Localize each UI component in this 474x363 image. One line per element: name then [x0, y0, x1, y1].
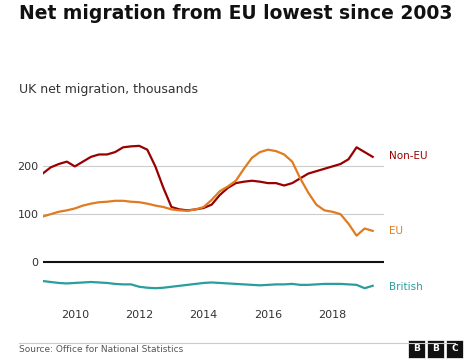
Text: UK net migration, thousands: UK net migration, thousands: [19, 83, 198, 97]
Bar: [427, 340, 444, 358]
Text: EU: EU: [389, 226, 403, 236]
Text: C: C: [451, 343, 458, 352]
Text: B: B: [414, 343, 420, 352]
Text: Source: Office for National Statistics: Source: Office for National Statistics: [19, 345, 183, 354]
Bar: [408, 340, 425, 358]
Text: B: B: [432, 343, 439, 352]
Text: Non-EU: Non-EU: [389, 151, 427, 161]
Bar: [446, 340, 463, 358]
Text: Net migration from EU lowest since 2003: Net migration from EU lowest since 2003: [19, 4, 453, 23]
Text: British: British: [389, 282, 422, 292]
